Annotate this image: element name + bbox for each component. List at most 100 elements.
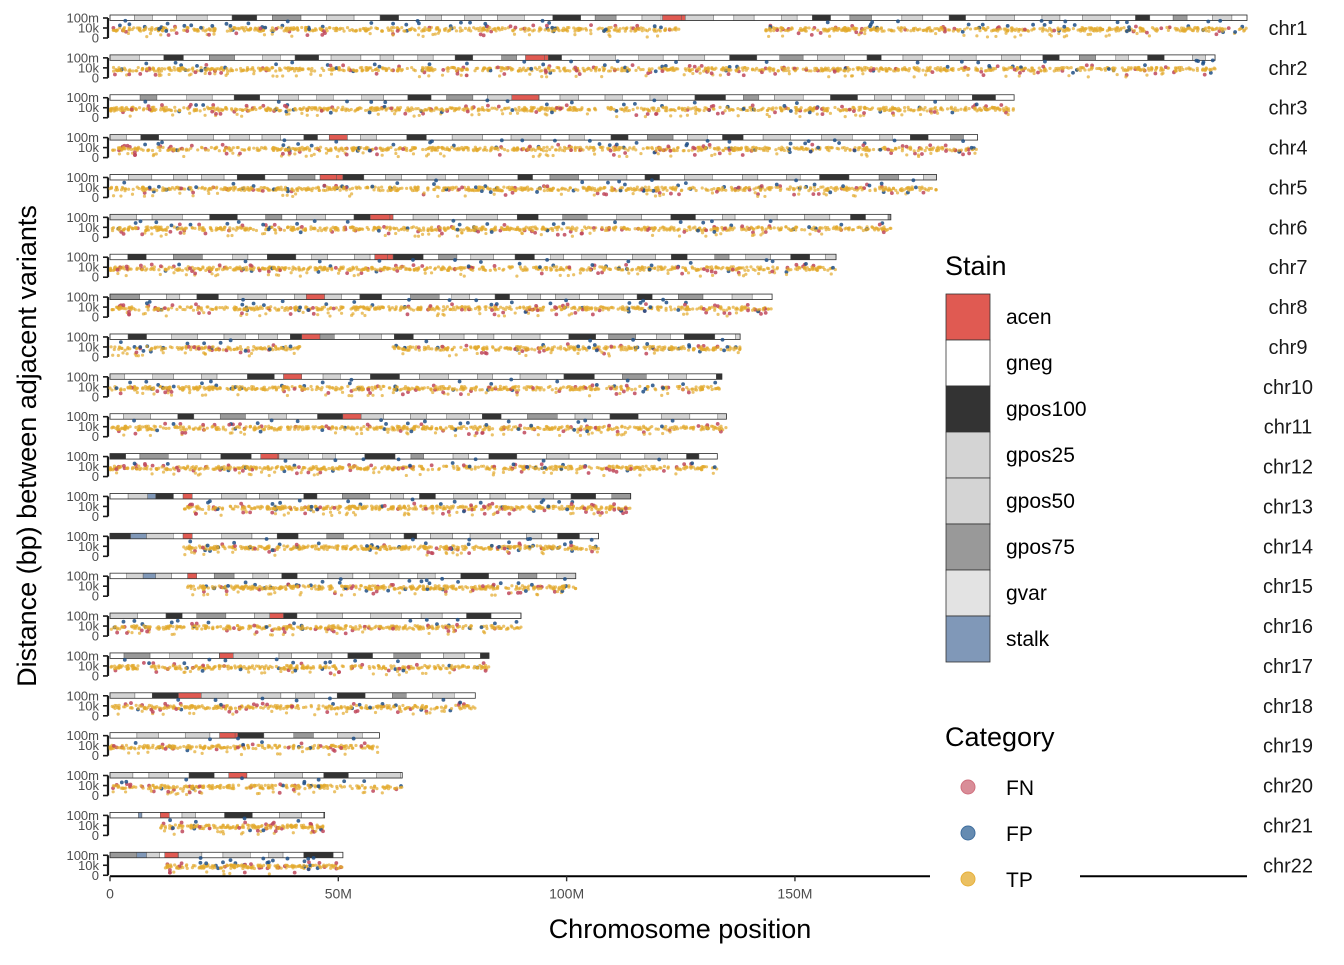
point-TP (538, 147, 541, 150)
point-TP (648, 28, 651, 31)
point-TP (161, 186, 164, 189)
point-FP (451, 219, 455, 223)
point-TP (827, 75, 830, 78)
point-FN (840, 105, 844, 109)
point-TP (118, 152, 121, 155)
band-gneg (110, 15, 134, 21)
point-TP (347, 109, 350, 112)
point-TP (1152, 27, 1155, 30)
point-TP (844, 74, 847, 77)
point-TP (159, 33, 162, 36)
band-gpos75 (780, 55, 803, 61)
point-TP (313, 69, 316, 72)
point-TP (431, 33, 434, 36)
band-gpos100 (237, 174, 265, 180)
point-FN (238, 152, 242, 156)
band-gpos25 (605, 95, 622, 101)
band-gpos25 (617, 214, 642, 220)
point-FP (570, 101, 574, 105)
point-TP (513, 33, 516, 36)
band-gpos100 (867, 55, 881, 61)
point-TP (346, 26, 349, 29)
band-gpos100 (1148, 55, 1165, 61)
point-TP (339, 189, 342, 192)
point-TP (737, 114, 740, 117)
point-TP (173, 28, 176, 31)
point-TP (704, 235, 707, 238)
band-gneg (616, 15, 642, 21)
point-FN (1052, 29, 1056, 33)
point-FP (728, 140, 732, 144)
point-TP (552, 69, 555, 72)
band-gneg (758, 174, 787, 180)
point-TP (1161, 72, 1164, 75)
point-TP (262, 186, 265, 189)
point-TP (787, 67, 790, 70)
point-TP (534, 227, 537, 230)
point-TP (381, 189, 384, 192)
variant-points-chr6 (111, 219, 893, 238)
point-TP (442, 154, 445, 157)
point-FN (646, 112, 650, 116)
point-TP (822, 106, 825, 109)
point-TP (1105, 35, 1108, 38)
point-TP (391, 33, 394, 36)
point-TP (962, 34, 965, 37)
point-TP (675, 186, 678, 189)
point-TP (290, 28, 293, 31)
point-TP (394, 152, 397, 155)
point-TP (587, 148, 590, 151)
band-gpos75 (879, 174, 899, 180)
point-TP (243, 148, 246, 151)
band-gneg (562, 55, 590, 61)
point-TP (505, 66, 508, 69)
point-FN (563, 233, 567, 237)
point-TP (413, 147, 416, 150)
point-TP (729, 68, 732, 71)
point-TP (1210, 27, 1213, 30)
point-FN (179, 186, 183, 190)
point-TP (937, 149, 940, 152)
band-gneg (622, 95, 650, 101)
band-gneg (126, 135, 140, 141)
point-TP (507, 106, 510, 109)
point-FP (395, 181, 399, 185)
point-TP (870, 225, 873, 228)
point-FN (245, 104, 249, 108)
point-TP (112, 70, 115, 73)
point-TP (615, 115, 618, 118)
band-gpos25 (639, 55, 663, 61)
point-TP (412, 152, 415, 155)
band-gneg (361, 55, 380, 61)
point-TP (675, 67, 678, 70)
point-TP (430, 109, 433, 112)
point-FP (950, 111, 954, 115)
point-FP (878, 148, 882, 152)
point-FN (634, 113, 638, 117)
point-TP (544, 28, 547, 31)
point-TP (214, 69, 217, 72)
band-gpos50 (262, 135, 281, 141)
point-TP (1038, 67, 1041, 70)
point-TP (581, 229, 584, 232)
point-FN (707, 108, 711, 112)
point-TP (251, 187, 254, 190)
point-FP (345, 100, 349, 104)
point-TP (779, 29, 782, 32)
point-FN (668, 149, 672, 153)
point-FN (751, 104, 755, 108)
point-FN (127, 72, 131, 76)
point-TP (278, 148, 281, 151)
point-TP (364, 109, 367, 112)
point-TP (786, 187, 789, 190)
point-FN (225, 152, 229, 156)
point-TP (329, 227, 332, 230)
band-gpos25 (822, 135, 853, 141)
point-FP (189, 223, 193, 227)
point-TP (907, 106, 910, 109)
point-TP (985, 69, 988, 72)
point-TP (246, 28, 249, 31)
point-FP (615, 143, 619, 147)
